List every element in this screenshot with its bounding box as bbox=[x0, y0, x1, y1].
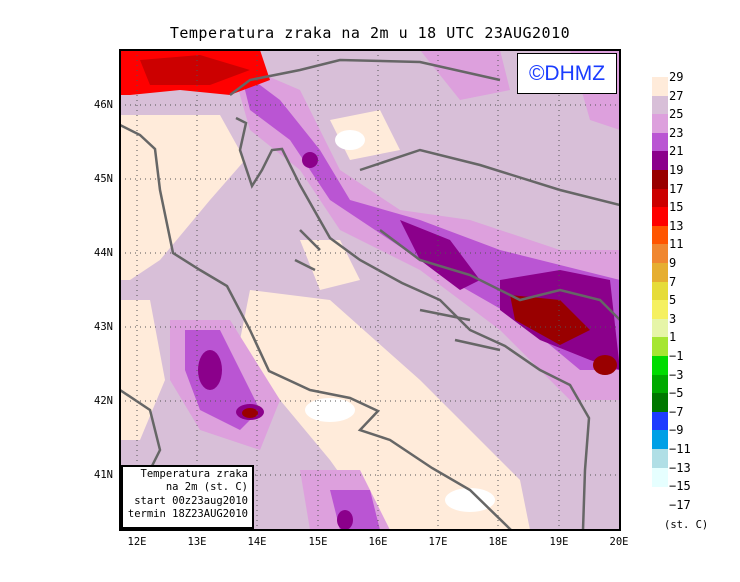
legend-swatch bbox=[652, 132, 668, 152]
info-line: start 00z23aug2010 bbox=[134, 494, 248, 507]
legend-swatch bbox=[652, 430, 668, 450]
legend-swatch bbox=[652, 263, 668, 283]
legend-label: 3 bbox=[669, 311, 677, 326]
dhmz-logo: ©DHMZ bbox=[517, 53, 617, 94]
x-tick-label: 12E bbox=[127, 536, 147, 548]
legend-swatch bbox=[652, 225, 668, 245]
map-title: Temperatura zraka na 2m u 18 UTC 23AUG20… bbox=[169, 24, 571, 42]
info-line: termin 18Z23AUG2010 bbox=[127, 507, 248, 520]
legend-label: 17 bbox=[669, 181, 684, 196]
y-tick-label: 44N bbox=[94, 247, 113, 259]
legend-swatch bbox=[652, 374, 668, 394]
x-tick-label: 15E bbox=[308, 536, 328, 548]
legend-swatch bbox=[652, 244, 668, 264]
legend-label: −13 bbox=[669, 460, 691, 475]
legend-swatch bbox=[652, 188, 668, 208]
legend-swatch bbox=[652, 467, 668, 487]
legend-swatch bbox=[652, 318, 668, 338]
legend-swatch bbox=[652, 356, 668, 376]
legend-swatch bbox=[652, 151, 668, 171]
info-line: Temperatura zraka bbox=[140, 468, 248, 480]
map-frame bbox=[119, 49, 621, 531]
legend-label: 23 bbox=[669, 125, 684, 140]
legend-swatch bbox=[652, 449, 668, 469]
legend-swatch bbox=[652, 337, 668, 357]
legend-label: −1 bbox=[669, 349, 684, 363]
legend-swatch bbox=[652, 114, 668, 134]
info-box: Temperatura zraka na 2m (st. C) start 00… bbox=[121, 465, 254, 529]
legend-label: 15 bbox=[669, 200, 684, 215]
y-tick-label: 43N bbox=[94, 321, 113, 333]
legend-label: 1 bbox=[669, 330, 677, 345]
legend-label: 27 bbox=[669, 88, 684, 103]
x-tick-label: 13E bbox=[187, 536, 207, 548]
legend-swatch bbox=[652, 281, 668, 301]
legend-label: −9 bbox=[669, 423, 684, 438]
x-tick-label: 16E bbox=[368, 536, 388, 548]
legend-label: 5 bbox=[669, 293, 677, 308]
legend-swatch bbox=[652, 300, 668, 320]
x-tick-label: 17E bbox=[428, 536, 448, 548]
legend-swatch bbox=[652, 95, 668, 115]
x-tick-label: 18E bbox=[488, 536, 508, 548]
legend-label: 7 bbox=[669, 274, 677, 289]
legend-unit: (st. C) bbox=[664, 519, 709, 531]
x-tick-label: 19E bbox=[549, 536, 569, 548]
x-tick-label: 20E bbox=[609, 536, 629, 548]
legend-label: 9 bbox=[669, 256, 677, 270]
legend-label: 25 bbox=[669, 107, 684, 122]
legend-label: −3 bbox=[669, 367, 684, 382]
warm-areas bbox=[120, 110, 530, 530]
y-tick-label: 42N bbox=[94, 395, 113, 407]
legend-swatch bbox=[652, 170, 668, 190]
legend-label: −11 bbox=[669, 442, 691, 456]
legend-swatch bbox=[652, 207, 668, 227]
legend-swatch bbox=[652, 77, 668, 97]
legend-label: −17 bbox=[669, 497, 691, 512]
legend-label: −5 bbox=[669, 386, 684, 401]
legend-label: −15 bbox=[669, 479, 691, 494]
legend-swatch bbox=[652, 393, 668, 413]
y-tick-label: 46N bbox=[94, 99, 113, 111]
legend-label: −7 bbox=[669, 404, 684, 419]
legend-label: 11 bbox=[669, 237, 684, 252]
x-tick-label: 14E bbox=[247, 536, 267, 548]
legend-label: 13 bbox=[669, 218, 684, 233]
y-tick-label: 41N bbox=[94, 469, 113, 481]
legend-label: 29 bbox=[669, 70, 684, 84]
legend-label: 19 bbox=[669, 163, 684, 177]
legend-swatch bbox=[652, 411, 668, 431]
legend-label: 21 bbox=[669, 144, 684, 159]
info-line: na 2m (st. C) bbox=[165, 481, 248, 494]
coastline bbox=[120, 58, 620, 530]
y-tick-label: 45N bbox=[94, 173, 113, 185]
